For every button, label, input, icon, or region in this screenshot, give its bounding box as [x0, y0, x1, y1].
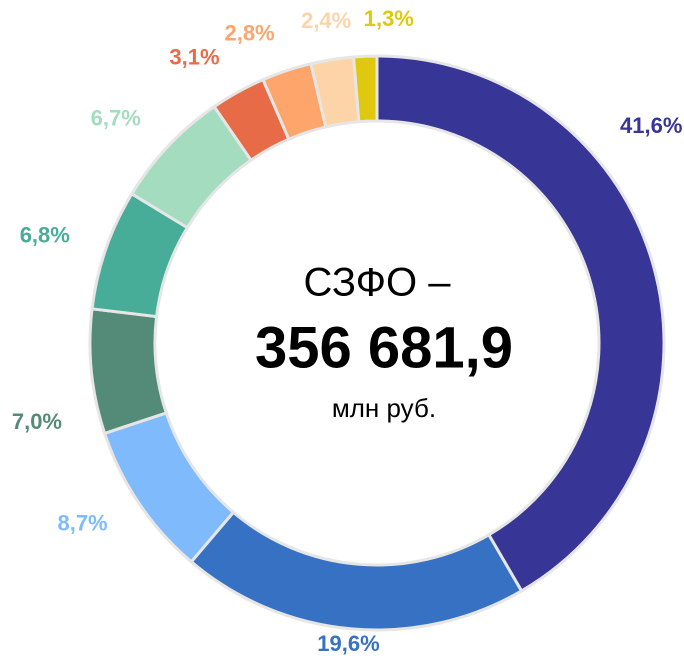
value-label: 3,1%	[169, 45, 219, 70]
value-label: 7,0%	[12, 409, 62, 434]
value-label: 2,4%	[301, 8, 351, 33]
center-unit: млн руб.	[332, 393, 436, 423]
donut-segment	[88, 307, 169, 436]
donut-segment	[189, 510, 524, 632]
value-label: 6,7%	[91, 106, 141, 131]
value-label: 19,6%	[317, 631, 379, 656]
center-title: СЗФО –	[303, 261, 451, 305]
value-label: 2,8%	[224, 20, 274, 45]
value-label: 8,7%	[57, 511, 107, 536]
center-total: 356 681,9	[255, 315, 513, 380]
value-label: 6,8%	[20, 223, 70, 248]
donut-segment	[351, 54, 379, 124]
value-label: 41,6%	[620, 113, 682, 138]
value-label: 1,3%	[364, 6, 414, 31]
donut-segment	[375, 54, 666, 593]
